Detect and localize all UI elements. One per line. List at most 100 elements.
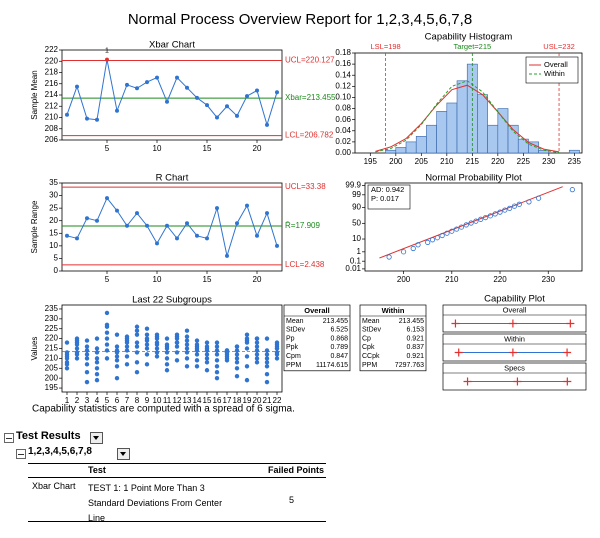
- chart-title: Capability Histogram: [425, 32, 513, 43]
- dropdown[interactable]: [90, 432, 103, 444]
- x-tick-label: 18: [233, 396, 242, 405]
- panel-frame: [442, 362, 587, 391]
- x-tick-label: 12: [173, 396, 182, 405]
- plot-frame: [61, 49, 283, 141]
- data-point: [194, 342, 200, 347]
- data-point: [264, 356, 270, 361]
- histogram-bar: [568, 149, 580, 154]
- x-tick-label: 195: [364, 157, 378, 166]
- data-point: [84, 379, 90, 385]
- y-tick-label: 0.16: [335, 59, 351, 68]
- dropdown[interactable]: [117, 448, 130, 460]
- data-point: [463, 222, 469, 228]
- table-title: Overall: [304, 306, 329, 315]
- data-point: [184, 346, 190, 351]
- annotation: AD: 0.942: [371, 185, 404, 194]
- data-point: [234, 360, 240, 365]
- data-point: [134, 360, 140, 365]
- x-tick-label: 8: [135, 396, 140, 405]
- table-value: 0.789: [330, 344, 348, 351]
- data-point: [64, 340, 70, 345]
- data-point: [114, 375, 120, 381]
- test-annotation: 1: [105, 47, 109, 54]
- data-point: [569, 187, 575, 193]
- data-point: [84, 356, 90, 361]
- data-point: [468, 220, 474, 226]
- data-point: [94, 360, 100, 365]
- table-value: 213.455: [323, 318, 348, 325]
- data-point: [64, 362, 70, 367]
- histogram-bar: [446, 102, 458, 154]
- y-tick-label: 214: [45, 90, 59, 99]
- data-point: [84, 338, 90, 343]
- y-tick-label: 225: [45, 324, 59, 333]
- data-point: [254, 344, 260, 349]
- x-tick-label: 205: [415, 157, 429, 166]
- data-point: [225, 253, 229, 258]
- x-tick-label: 2: [75, 396, 80, 405]
- data-point: [154, 340, 160, 345]
- y-tick-label: 0.04: [335, 126, 351, 135]
- data-point: [502, 207, 508, 213]
- data-point: [526, 199, 532, 205]
- data-point: [84, 344, 90, 349]
- data-point: [84, 348, 90, 353]
- data-point: [516, 201, 522, 207]
- y-tick-label: 216: [45, 79, 59, 88]
- data-point: [174, 340, 180, 345]
- data-point: [94, 336, 100, 341]
- data-point: [154, 332, 160, 337]
- collapse-icon[interactable]: [4, 433, 14, 443]
- x-tick-label: 20: [253, 396, 262, 405]
- y-tick-label: 0.10: [335, 93, 351, 102]
- data-point: [449, 228, 455, 234]
- data-point: [154, 350, 160, 355]
- y-tick-label: 0.00: [335, 148, 351, 157]
- y-axis-label: Values: [30, 337, 39, 361]
- data-point: [135, 86, 139, 91]
- data-point: [65, 233, 69, 238]
- legend-label: Within: [544, 69, 565, 78]
- data-point: [205, 103, 209, 108]
- control-label: R̄=17.909: [285, 221, 320, 230]
- y-tick-label: 215: [45, 344, 59, 353]
- data-point: [204, 340, 210, 345]
- data-point: [65, 112, 69, 117]
- data-point: [95, 117, 99, 122]
- fit-curve: [375, 84, 560, 153]
- data-point: [274, 346, 280, 351]
- x-tick-label: 10: [153, 396, 162, 405]
- table-key: Pp: [286, 335, 295, 342]
- data-point: [144, 326, 150, 331]
- data-point: [164, 350, 170, 355]
- data-point: [214, 370, 220, 375]
- y-tick-label: 10: [49, 241, 58, 250]
- data-point: [94, 377, 100, 383]
- table-value: 0.837: [406, 344, 424, 351]
- data-point: [235, 221, 239, 226]
- capability-marker: [463, 377, 472, 386]
- y-axis-label: Sample Range: [30, 200, 39, 253]
- data-point: [124, 348, 130, 353]
- table-value: 213.455: [399, 318, 424, 325]
- section-title: Test Results: [16, 430, 81, 442]
- table-rule: [28, 477, 326, 478]
- annotation-box: [367, 184, 411, 210]
- x-tick-label: 215: [466, 157, 480, 166]
- data-point: [84, 362, 90, 367]
- y-tick-label: 220: [45, 334, 59, 343]
- data-point: [264, 379, 270, 385]
- table-key: Cp: [362, 335, 371, 342]
- histogram-bar: [487, 124, 499, 154]
- data-point: [507, 205, 513, 211]
- control-label: UCL=33.38: [285, 182, 326, 191]
- histogram-bar: [456, 80, 468, 154]
- data-point: [204, 352, 210, 357]
- data-point: [244, 377, 250, 383]
- collapse-icon[interactable]: [16, 449, 26, 459]
- data-point: [85, 216, 89, 221]
- data-point: [164, 344, 170, 349]
- x-tick-label: 13: [183, 396, 192, 405]
- data-point: [205, 236, 209, 241]
- data-point: [410, 245, 416, 252]
